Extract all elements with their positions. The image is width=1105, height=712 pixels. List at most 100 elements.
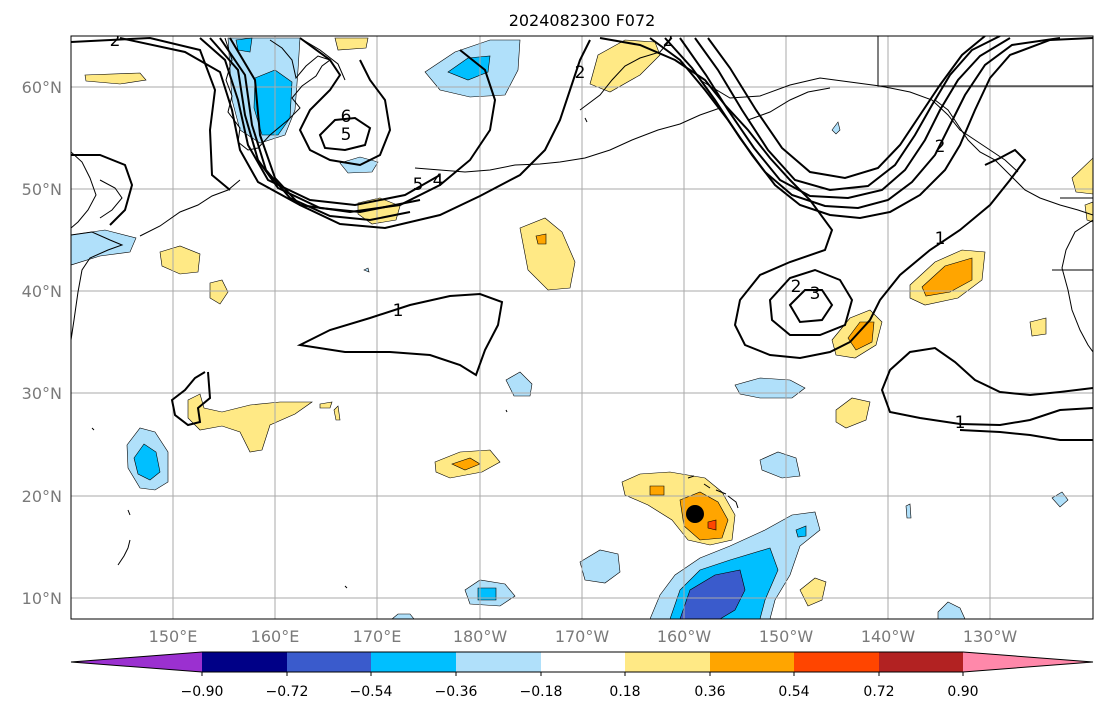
- contour-label: 3: [810, 284, 821, 304]
- map-title: 2024082300 F072: [509, 11, 656, 30]
- shade-pos: [535, 233, 547, 245]
- contour-label: 2: [110, 31, 121, 51]
- shade-neg: [795, 525, 807, 538]
- colorbar-swatch: [794, 652, 879, 672]
- contour-label: 5: [341, 125, 352, 145]
- coastline-sakhalin: [71, 151, 97, 229]
- coastline-hokkaido: [71, 231, 124, 341]
- colorbar-swatch: [625, 652, 710, 672]
- shade-pos: [847, 321, 875, 351]
- colorbar-tick-label: 0.54: [778, 684, 809, 700]
- shade-pos: [1084, 201, 1093, 223]
- shade-pos: [187, 393, 313, 453]
- lon-label: 170°E: [353, 627, 402, 646]
- contour-line: [229, 37, 591, 230]
- colorbar-tick-label: −0.54: [350, 684, 393, 700]
- contour-label: 2: [575, 63, 586, 83]
- contour-line: [679, 37, 1011, 200]
- shade-neg: [759, 451, 801, 479]
- lon-label: 140°W: [861, 627, 916, 646]
- contour-label: 1: [393, 301, 404, 321]
- shade-neg: [679, 569, 746, 619]
- lon-label: 170°W: [555, 627, 610, 646]
- lat-label: 20°N: [22, 487, 62, 506]
- shade-neg: [253, 69, 293, 136]
- colorbar-tick-label: −0.36: [435, 684, 478, 700]
- colorbar-tick-label: 0.72: [863, 684, 894, 700]
- contour-label: 2: [663, 31, 674, 51]
- shade-neg: [71, 229, 137, 266]
- lon-label: 160°E: [251, 627, 300, 646]
- shade-neg: [363, 267, 370, 273]
- coastline-japan: [99, 179, 123, 219]
- contour-line: [298, 37, 392, 167]
- lon-label: 180°W: [453, 627, 508, 646]
- colorbar-swatch: [963, 652, 1093, 672]
- colorbar-tick-label: −0.90: [181, 684, 224, 700]
- coastlines: [71, 36, 1093, 589]
- lat-label: 60°N: [22, 78, 62, 97]
- lon-axis: 150°E 160°E 170°E 180°W 170°W 160°W 150°…: [149, 627, 1018, 646]
- colorbar-tick-label: 0.90: [947, 684, 978, 700]
- contour-label: 2: [791, 277, 802, 297]
- colorbar-swatch: [287, 652, 371, 672]
- shade-neg: [831, 121, 841, 135]
- contour-line: [209, 37, 421, 214]
- contour-line: [170, 371, 212, 427]
- contour-line: [959, 429, 1093, 441]
- colorbar-swatch: [456, 652, 541, 672]
- border-alaska-canada: [877, 36, 1093, 87]
- contour-line: [71, 36, 231, 191]
- colorbar-swatch: [879, 652, 963, 672]
- contour-label: 5: [413, 175, 424, 195]
- colorbar-tick-label: −0.72: [266, 684, 309, 700]
- colorbar-swatch: [202, 652, 287, 672]
- colorbar-tick-label: 0.36: [694, 684, 725, 700]
- coastline-kurils: [139, 179, 241, 237]
- lon-label: 150°E: [149, 627, 198, 646]
- shade-pos: [835, 397, 871, 429]
- shade-pos: [707, 519, 717, 531]
- shade-neg: [937, 601, 966, 619]
- coastline-kamchatka: [224, 37, 332, 151]
- contour-line: [707, 36, 986, 180]
- map-content: 2 2 6 5 5 4 1 2 3 1 1 2 2: [71, 31, 1093, 619]
- contour-line: [664, 37, 1061, 210]
- lat-label: 10°N: [22, 589, 62, 608]
- contour-label: 2: [935, 137, 946, 157]
- contour-label: 1: [935, 229, 946, 249]
- lat-label: 30°N: [22, 384, 62, 403]
- shade-pos: [209, 279, 229, 305]
- shade-pos: [519, 217, 576, 291]
- shade-neg: [133, 443, 161, 481]
- contour-line: [768, 268, 854, 336]
- contour-label: 1: [955, 413, 966, 433]
- contour-line: [694, 36, 1001, 192]
- gridlines: [71, 36, 1093, 619]
- shade-pos: [84, 72, 147, 85]
- shade-neg: [235, 37, 253, 53]
- colorbar-swatch: [541, 652, 625, 672]
- contour-line: [71, 154, 134, 226]
- coastline-hawaii: [687, 475, 739, 509]
- shade-neg: [477, 587, 497, 601]
- shade-pos: [333, 405, 341, 421]
- contour-label: 4: [433, 171, 444, 191]
- colorbar-swatch: [710, 652, 794, 672]
- lon-label: 150°W: [759, 627, 814, 646]
- contour-line: [880, 346, 1093, 427]
- lon-label: 130°W: [963, 627, 1018, 646]
- map-frame-border: [70, 35, 1094, 620]
- contour-label-group: 2 2 6 5 5 4 1 2 3 1 1 2 2: [110, 31, 966, 433]
- coastline-st-lawrence: [584, 117, 588, 123]
- contour-lines: [71, 36, 1093, 441]
- colorbar: −0.90 −0.72 −0.54 −0.36 −0.18 0.18 0.36 0.54 0.7…: [70, 651, 1094, 700]
- coastline-siberia-east: [299, 37, 346, 81]
- shade-pos: [334, 37, 369, 51]
- contour-line: [219, 37, 411, 222]
- shade-neg: [391, 613, 415, 619]
- colorbar-tick-label: 0.18: [609, 684, 640, 700]
- lat-label: 50°N: [22, 180, 62, 199]
